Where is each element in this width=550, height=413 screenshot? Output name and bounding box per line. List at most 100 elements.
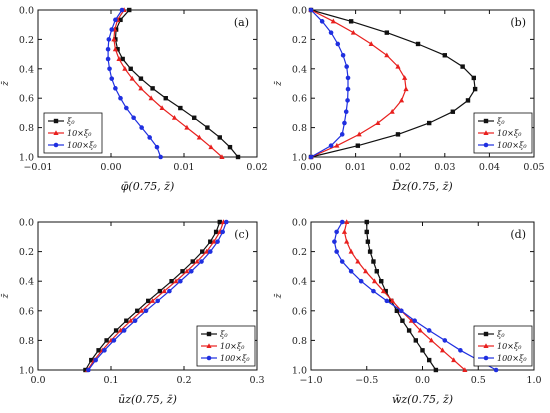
x-tick-label: 0.01: [345, 162, 366, 173]
data-point: [155, 298, 161, 304]
data-point: [213, 229, 219, 235]
data-point: [334, 142, 340, 148]
y-tick-label: 0.4: [19, 64, 34, 75]
data-point: [417, 327, 423, 333]
data-point: [471, 75, 476, 81]
series: [113, 7, 241, 160]
data-point: [129, 75, 135, 81]
data-point: [112, 46, 118, 52]
y-tick-label: 0.6: [19, 306, 34, 317]
data-point: [375, 120, 381, 126]
data-point: [395, 132, 401, 137]
data-point: [150, 86, 155, 91]
data-point: [113, 17, 118, 23]
data-point: [334, 229, 339, 235]
series: [332, 219, 499, 373]
y-tick-label: 0.8: [292, 123, 307, 134]
data-point: [319, 19, 325, 24]
data-point: [460, 64, 465, 69]
y-axis-label: z̄: [1, 293, 11, 299]
data-point: [196, 134, 202, 140]
series-line: [366, 222, 437, 371]
data-point: [157, 288, 163, 294]
data-point: [217, 135, 222, 140]
legend-marker: [206, 343, 212, 348]
x-tick-label: −0.5: [355, 375, 378, 386]
data-point: [308, 7, 314, 13]
legend-marker: [483, 118, 489, 124]
y-tick-label: 0.2: [292, 247, 307, 258]
legend-marker: [53, 142, 59, 148]
data-point: [399, 308, 404, 314]
data-point: [426, 328, 432, 333]
data-point: [363, 268, 369, 274]
data-point: [371, 259, 376, 264]
data-point: [308, 154, 314, 160]
data-point: [138, 76, 144, 81]
y-tick-label: 0.2: [19, 247, 34, 258]
data-point: [400, 318, 405, 323]
data-point: [371, 278, 378, 284]
x-tick-label: 0.3: [249, 375, 264, 386]
data-point: [207, 249, 213, 254]
data-point: [120, 56, 125, 62]
data-point: [426, 357, 432, 363]
series: [364, 219, 439, 373]
data-point: [235, 154, 241, 160]
panel-label: (a): [234, 16, 249, 29]
series: [111, 7, 225, 159]
series-line: [333, 221, 497, 371]
y-tick-label: 0.8: [19, 123, 34, 134]
data-point: [138, 85, 144, 91]
x-tick-label: 0.00: [300, 162, 321, 173]
data-point: [332, 239, 337, 244]
data-point: [379, 279, 384, 284]
data-point: [383, 288, 388, 294]
data-point: [208, 144, 214, 150]
data-point: [161, 288, 167, 294]
x-tick-label: 0.01: [173, 162, 194, 173]
chart-panel: 0.00 0.01 0.02 0.03 0.04 0.05 0.0 0.2 0.4 0.6 0.8 1…: [274, 6, 545, 194]
panel-label: (d): [510, 228, 526, 241]
data-point: [89, 357, 94, 363]
y-tick-label: 0.4: [19, 277, 34, 288]
data-point: [334, 249, 339, 254]
data-point: [127, 7, 132, 13]
legend-entry: ξ₀: [67, 117, 75, 126]
data-point: [374, 269, 379, 274]
data-point: [86, 367, 91, 373]
data-point: [199, 259, 204, 264]
y-tick-label: 0.8: [19, 336, 34, 347]
data-point: [169, 279, 174, 284]
legend-entry: 100×ξ₀: [67, 141, 97, 150]
data-point: [109, 27, 115, 32]
data-point: [413, 338, 419, 343]
data-point: [371, 288, 376, 294]
data-point: [194, 258, 200, 264]
data-point: [102, 348, 107, 353]
plot-frame: [310, 9, 535, 158]
data-point: [389, 298, 395, 303]
data-point: [344, 238, 350, 244]
data-point: [190, 259, 195, 264]
data-point: [205, 125, 210, 130]
series-line: [87, 221, 224, 371]
data-point: [184, 124, 190, 130]
data-point: [368, 41, 374, 46]
panel-label: (b): [510, 16, 526, 29]
x-tick-label: 0.5: [471, 375, 486, 386]
data-point: [364, 229, 369, 235]
series-line: [107, 9, 162, 158]
data-point: [105, 56, 111, 62]
data-point: [389, 108, 395, 114]
legend-marker: [483, 355, 489, 361]
y-tick-label: 0.6: [292, 306, 307, 317]
legend-marker: [206, 331, 212, 337]
data-point: [406, 328, 412, 333]
data-point: [420, 348, 425, 353]
legend-marker: [483, 343, 489, 348]
data-point: [458, 348, 463, 353]
series: [86, 219, 229, 373]
legend: ξ₀ 10×ξ₀ 100×ξ₀: [43, 112, 103, 154]
data-point: [119, 7, 125, 13]
